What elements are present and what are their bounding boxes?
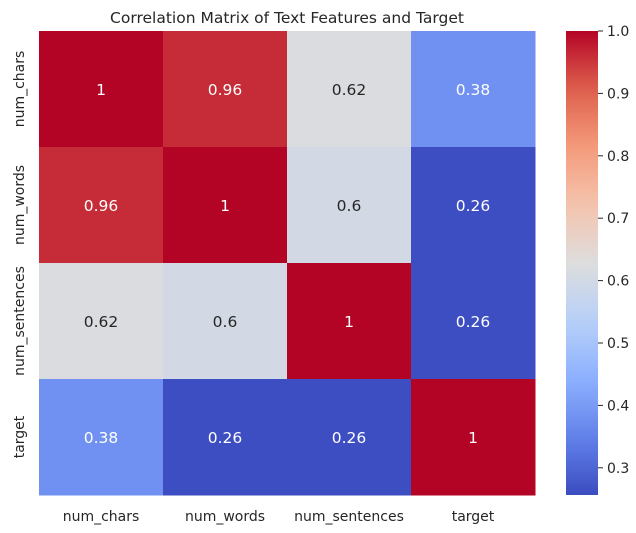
heatmap-cell: [163, 31, 288, 148]
colorbar-tick-label: 0.5: [607, 336, 629, 352]
heatmap-cell: [287, 263, 412, 380]
heatmap-cell-label: 1: [96, 81, 106, 99]
colorbar-tick-label: 0.9: [607, 86, 629, 102]
x-tick-label: num_words: [185, 509, 265, 525]
heatmap-cell-label: 0.26: [456, 313, 491, 331]
heatmap-cell-label: 0.96: [208, 81, 243, 99]
heatmap-cell-label: 0.62: [84, 313, 119, 331]
x-tick-label: num_sentences: [294, 509, 404, 525]
colorbar-tick-label: 0.6: [607, 274, 629, 290]
heatmap-cell: [163, 147, 288, 264]
heatmap-cell-label: 0.26: [208, 429, 243, 447]
y-tick-label: num_chars: [12, 51, 28, 128]
heatmap-cell: [411, 147, 536, 264]
x-tick-label: num_chars: [63, 509, 140, 525]
colorbar-tick-labels: 0.3 0.4 0.5 0.6 0.7 0.8 0.9 1.0: [598, 24, 629, 477]
colorbar-tick-label: 1.0: [607, 24, 629, 40]
heatmap-cell: [163, 263, 288, 380]
heatmap-cell-label: 0.6: [337, 197, 362, 215]
heatmap-cell: [287, 147, 412, 264]
heatmap-cell: [287, 31, 412, 148]
heatmap-cell-label: 0.26: [456, 197, 491, 215]
heatmap-cell: [411, 263, 536, 380]
y-tick-label: num_sentences: [12, 266, 28, 376]
x-axis-tick-labels: num_chars num_words num_sentences target: [63, 509, 495, 525]
heatmap-cell-label: 0.6: [213, 313, 238, 331]
colorbar-tick-label: 0.7: [607, 211, 629, 227]
heatmap-cell: [39, 147, 164, 264]
y-tick-label: target: [12, 415, 28, 458]
heatmap-cell-label: 0.96: [84, 197, 119, 215]
colorbar: [566, 31, 598, 495]
heatmap-cell-label: 0.62: [332, 81, 367, 99]
colorbar-tick-label: 0.4: [607, 398, 629, 414]
heatmap-cell-label: 1: [468, 429, 478, 447]
heatmap-cell-label: 0.38: [456, 81, 491, 99]
chart-title: Correlation Matrix of Text Features and …: [110, 9, 464, 27]
heatmap-cell: [39, 31, 164, 148]
heatmap-cell-label: 1: [220, 197, 230, 215]
x-tick-label: target: [452, 509, 495, 525]
heatmap-cells: [39, 31, 536, 496]
heatmap-cell-labels: 1 0.96 0.62 0.38 0.96 1 0.6 0.26 0.62 0.6 1 0.26 0.3…: [84, 81, 491, 447]
colorbar-tick-label: 0.8: [607, 149, 629, 165]
heatmap-cell: [39, 379, 164, 496]
heatmap-cell-label: 0.26: [332, 429, 367, 447]
colorbar-tick-label: 0.3: [607, 461, 629, 477]
heatmap-cell: [411, 31, 536, 148]
heatmap-cell-label: 0.38: [84, 429, 119, 447]
heatmap-cell: [287, 379, 412, 496]
heatmap-cell: [411, 379, 536, 496]
heatmap-cell: [163, 379, 288, 496]
y-tick-label: num_words: [12, 165, 28, 245]
heatmap-cell-label: 1: [344, 313, 354, 331]
heatmap-cell: [39, 263, 164, 380]
